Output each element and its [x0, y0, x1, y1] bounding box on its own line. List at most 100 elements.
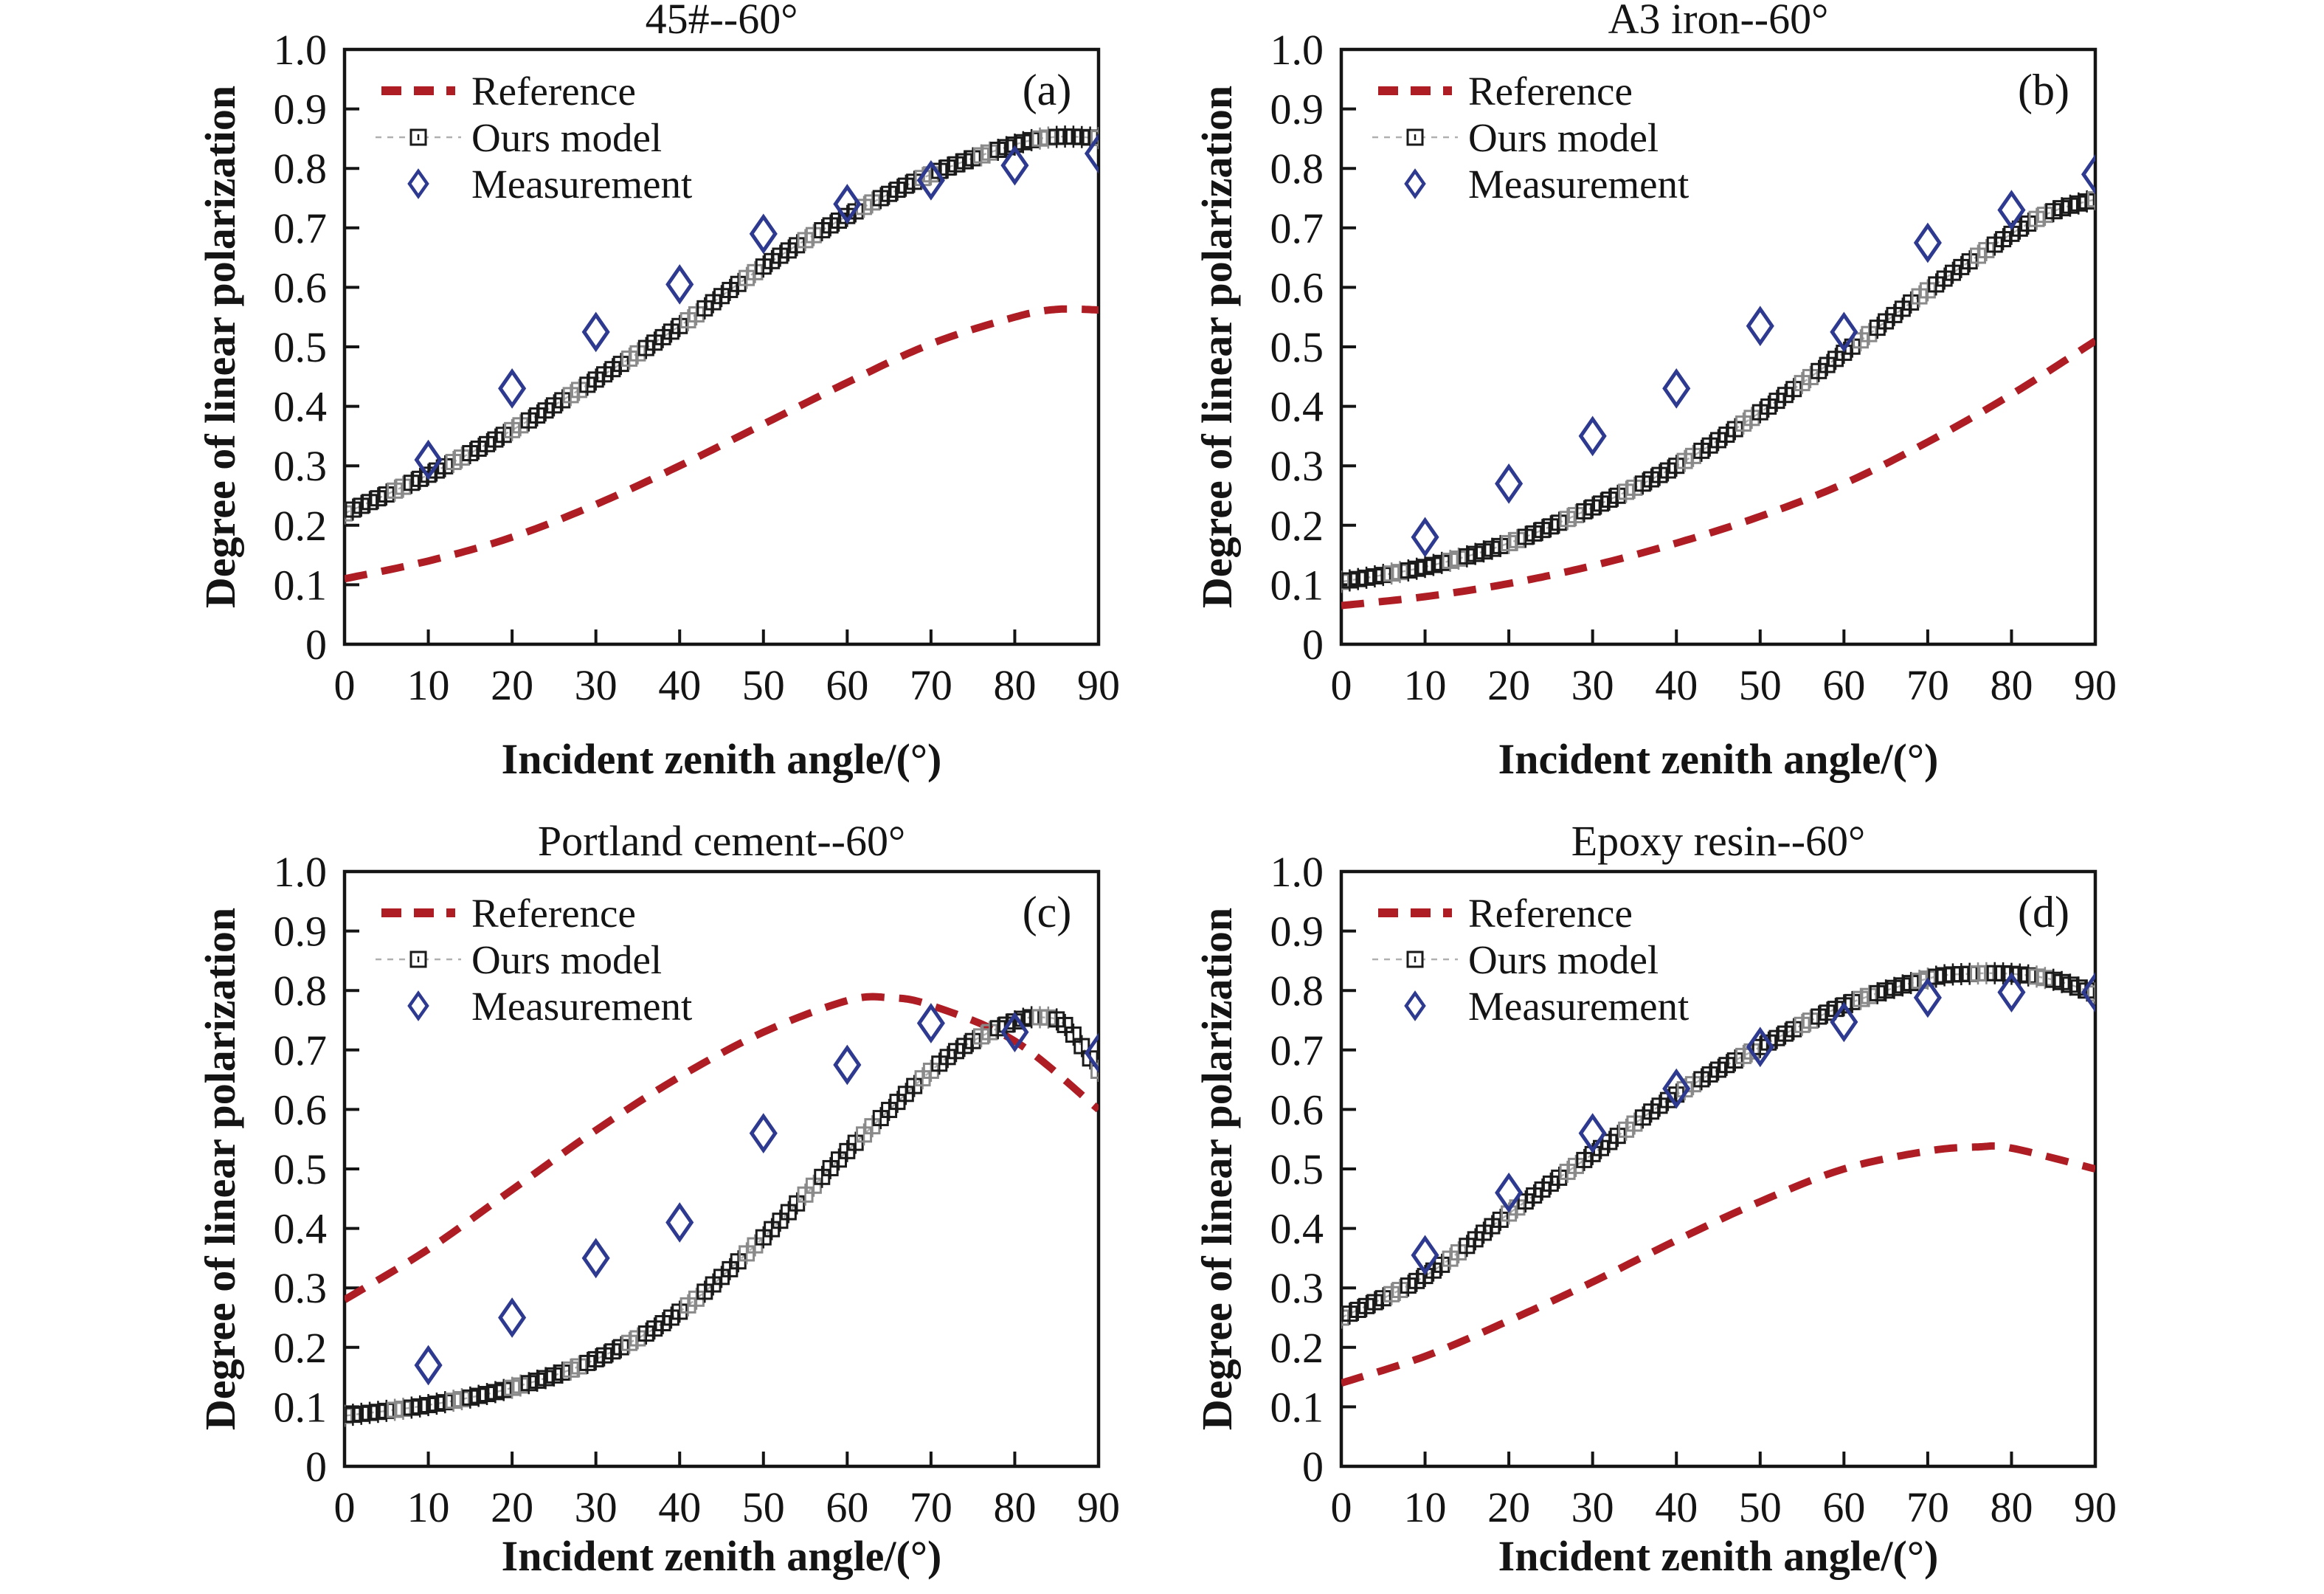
model-square-marker [1082, 1050, 1099, 1067]
y-tick-label: 0.1 [274, 1383, 328, 1431]
model-square-marker [1056, 1016, 1073, 1033]
model-square-marker [1417, 559, 1434, 576]
model-square-marker [1014, 134, 1031, 151]
model-square-marker [2061, 976, 2078, 993]
y-tick-label: 0.9 [274, 908, 328, 956]
model-square-marker [345, 1407, 353, 1424]
y-tick-label: 1.0 [1270, 26, 1324, 74]
model-square-marker [453, 1391, 470, 1408]
y-tick-label: 0.8 [1270, 145, 1324, 193]
model-square-marker [412, 1398, 429, 1415]
model-square-marker [981, 1024, 998, 1041]
x-axis-label: Incident zenith angle/(°) [502, 1532, 942, 1580]
model-square-marker [529, 407, 546, 424]
x-tick-label: 90 [1077, 1483, 1120, 1531]
x-axis-label: Incident zenith angle/(°) [1498, 1532, 1939, 1580]
legend-measurement-diamond-sample [1404, 990, 1426, 1021]
y-tick-label: 1.0 [274, 26, 328, 74]
model-square-marker [847, 1134, 864, 1151]
model-square-marker [1768, 1029, 1785, 1046]
model-square-marker [587, 371, 604, 388]
model-square-marker [872, 190, 889, 207]
model-square-marker [1073, 128, 1090, 145]
measurement-diamond-marker [414, 1345, 443, 1386]
x-tick-label: 90 [1077, 661, 1120, 709]
plot-border [1339, 47, 2098, 646]
x-tick-label: 10 [1404, 1483, 1447, 1531]
model-square-marker [2053, 200, 2070, 217]
model-square-marker [445, 453, 462, 470]
model-square-marker [629, 1330, 646, 1347]
model-square-marker [947, 1043, 964, 1060]
model-square-marker [596, 1347, 613, 1364]
model-square-marker [1048, 1011, 1065, 1028]
model-square-marker [1970, 965, 1987, 982]
model-square-marker [362, 1404, 378, 1421]
model-square-marker [1651, 1097, 1668, 1114]
model-square-marker [789, 1195, 806, 1212]
model-square-marker [1425, 556, 1442, 573]
measurement-series [1411, 972, 2095, 1276]
ours-model-series [1341, 188, 2095, 593]
legend-label-reference: Reference [471, 69, 636, 114]
model-square-marker [370, 490, 387, 507]
model-square-marker [797, 232, 814, 249]
model-square-marker [554, 1364, 571, 1381]
model-square-marker [764, 252, 781, 269]
model-square-marker [1760, 398, 1777, 415]
x-tick-label: 20 [1487, 1483, 1530, 1531]
y-tick-label: 0.5 [274, 1145, 328, 1193]
legend-measurement-diamond-sample [1404, 168, 1426, 199]
model-square-marker [579, 376, 596, 393]
model-square-marker [520, 412, 537, 429]
measurement-diamond-marker [749, 1113, 778, 1154]
model-square-marker [671, 317, 688, 334]
model-square-marker [479, 1386, 496, 1403]
model-square-marker [462, 445, 479, 462]
x-tick-label: 90 [2074, 661, 2117, 709]
model-square-marker [654, 328, 671, 345]
model-square-marker [1986, 236, 2003, 253]
y-tick-label: 0.1 [1270, 1383, 1324, 1431]
model-square-marker [1751, 1038, 1768, 1055]
model-square-marker [1584, 499, 1601, 516]
model-square-marker [1559, 1163, 1576, 1180]
measurement-diamond-marker [2081, 972, 2095, 1012]
x-tick-label: 50 [742, 1483, 785, 1531]
model-square-marker [889, 182, 906, 199]
model-square-marker [520, 1375, 537, 1392]
model-square-marker [1031, 130, 1048, 147]
model-square-marker [370, 1404, 387, 1421]
y-tick-label: 0.2 [274, 1324, 328, 1372]
model-square-marker [956, 153, 973, 170]
measurement-diamond-marker [833, 1044, 862, 1086]
model-square-marker [495, 427, 512, 444]
model-square-marker [1726, 421, 1743, 438]
model-square-marker [353, 497, 370, 514]
measurement-diamond-marker [1913, 977, 1942, 1018]
model-square-marker [403, 475, 420, 491]
model-square-marker [1551, 514, 1568, 531]
model-square-marker [1090, 1063, 1099, 1080]
model-square-marker [1056, 128, 1073, 145]
model-square-marker [1023, 1009, 1040, 1026]
plot-border [342, 869, 1101, 1469]
model-square-marker [445, 1393, 462, 1410]
x-tick-label: 50 [1739, 661, 1782, 709]
legend-label-reference: Reference [1468, 891, 1633, 936]
model-square-marker [621, 350, 638, 367]
y-tick-label: 0.9 [1270, 908, 1324, 956]
model-square-marker [1609, 487, 1626, 504]
model-square-marker [378, 1402, 395, 1419]
legend-label-measurement: Measurement [471, 162, 692, 207]
model-square-marker [437, 458, 454, 475]
model-square-marker [604, 1343, 621, 1360]
model-square-marker [2045, 971, 2062, 988]
model-square-marker [1953, 258, 1970, 275]
chart-panel-c: 0 10 20 30 40 50 60 70 80 90 0 0.1 0.2 0.3 0.4 0.5 0.6 0.… [196, 817, 1120, 1580]
model-square-marker [797, 1186, 814, 1203]
model-square-marker [1995, 231, 2012, 248]
y-tick-label: 0.5 [274, 323, 328, 371]
model-square-marker [1693, 1071, 1710, 1088]
model-square-marker [839, 1142, 856, 1159]
